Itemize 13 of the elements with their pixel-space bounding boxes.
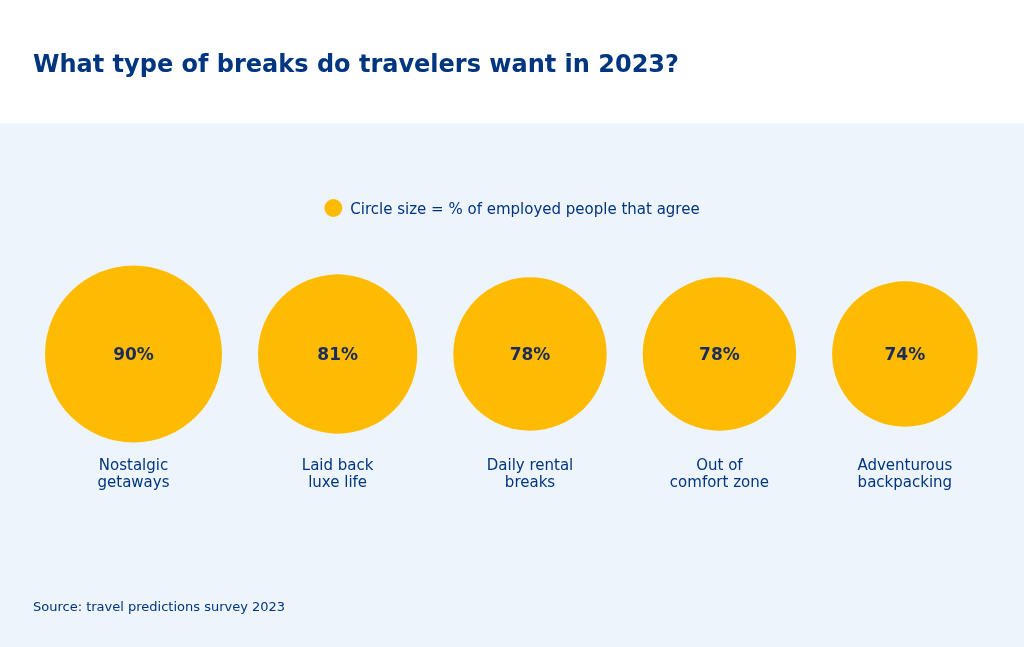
data-label: 78% [509, 344, 551, 364]
category-label: Out of comfort zone [669, 456, 769, 491]
category-label: Adventurous backpacking [857, 456, 953, 491]
source-note: Source: travel predictions survey 2023 [33, 599, 286, 614]
text: What type of breaks do travelers want in 2023? [33, 50, 679, 78]
legend-title: Circle size = % of employed people that agree [350, 200, 700, 218]
category-label: Nostalgic getaways [97, 456, 170, 491]
data-label: 78% [699, 344, 740, 364]
category-label: Daily rental breaks [486, 456, 574, 491]
data-label: 81% [317, 344, 358, 364]
category-label: Laid back luxe life [301, 456, 374, 491]
data-label: 90% [113, 344, 154, 364]
data-label: 74% [884, 344, 926, 364]
